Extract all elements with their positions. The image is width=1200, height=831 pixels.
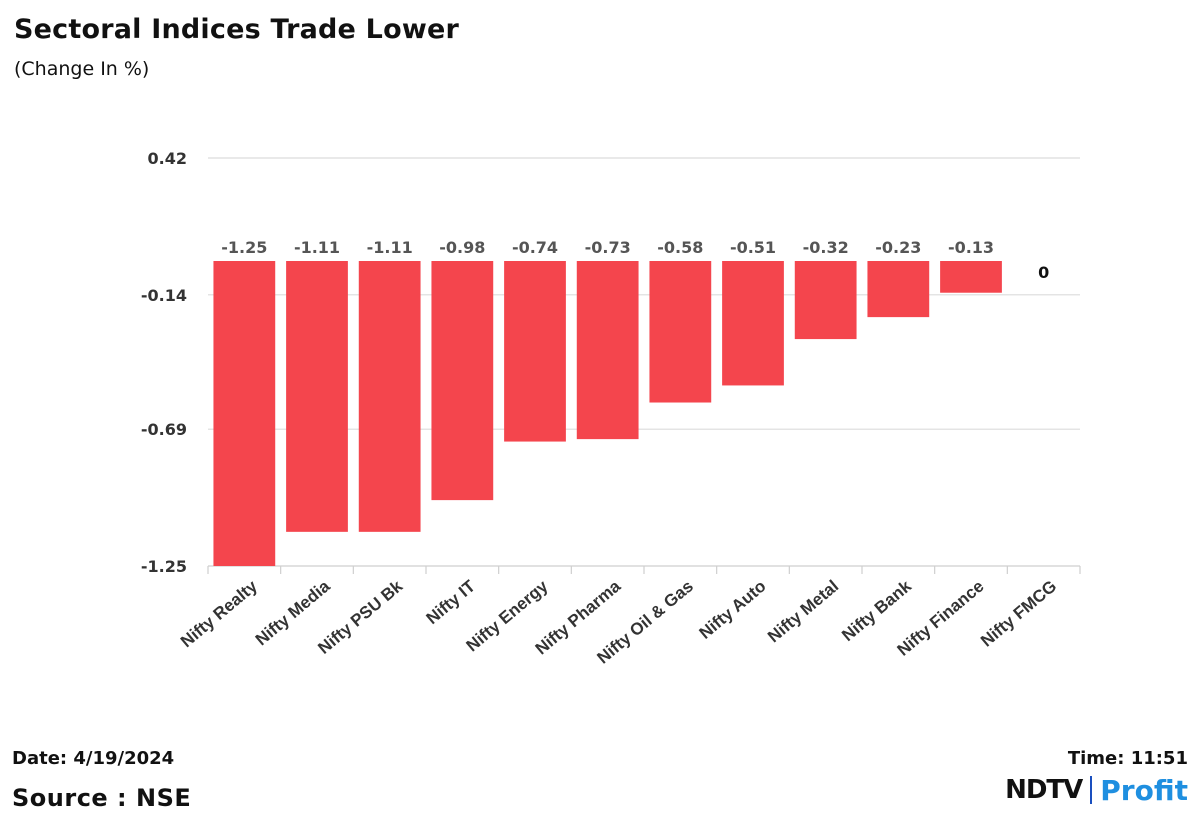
bar-nifty-bank (867, 261, 930, 318)
data-label: -0.73 (585, 238, 631, 257)
bar-nifty-energy (504, 261, 566, 442)
chart-subtitle: (Change In %) (14, 58, 150, 80)
chart-title: Sectoral Indices Trade Lower (14, 14, 459, 45)
bar-nifty-auto (722, 261, 784, 386)
bar-nifty-psu-bk (358, 261, 421, 532)
data-label: -0.58 (657, 238, 703, 257)
category-label: Nifty Metal (764, 577, 842, 647)
y-tick-label: -1.25 (141, 557, 187, 576)
y-tick-label: 0.42 (148, 149, 187, 168)
bar-nifty-it (431, 261, 494, 501)
category-label: Nifty Realty (177, 576, 261, 651)
source-label: Source : NSE (12, 784, 192, 812)
bar-nifty-media (286, 261, 348, 532)
data-label: 0 (1038, 263, 1049, 282)
data-label: -0.98 (439, 238, 485, 257)
category-label: Nifty IT (423, 576, 480, 628)
brand-logo: NDTV Profit (1005, 772, 1188, 808)
data-label: -1.11 (367, 238, 413, 257)
data-label: -0.23 (875, 238, 921, 257)
category-label: Nifty Bank (838, 576, 915, 645)
data-label: -0.51 (730, 238, 776, 257)
data-label: -1.11 (294, 238, 340, 257)
bar-nifty-pharma (576, 261, 639, 440)
brand-profit: Profit (1100, 773, 1188, 807)
time-label: Time: 11:51 (1067, 748, 1188, 769)
y-tick-label: -0.14 (141, 286, 187, 305)
category-label: Nifty Auto (696, 577, 770, 643)
bar-nifty-metal (794, 261, 857, 340)
bar-nifty-realty (213, 261, 276, 566)
data-label: -0.74 (512, 238, 558, 257)
data-label: -0.32 (803, 238, 849, 257)
bar-nifty-oil-gas (649, 261, 712, 403)
brand-ndtv: NDTV (1005, 775, 1083, 805)
category-label: Nifty FMCG (977, 577, 1060, 651)
y-tick-label: -0.69 (141, 420, 187, 439)
data-label: -0.13 (948, 238, 994, 257)
data-label: -1.25 (221, 238, 267, 257)
date-label: Date: 4/19/2024 (12, 748, 175, 769)
bar-nifty-finance (940, 261, 1002, 293)
brand-separator (1090, 776, 1093, 804)
